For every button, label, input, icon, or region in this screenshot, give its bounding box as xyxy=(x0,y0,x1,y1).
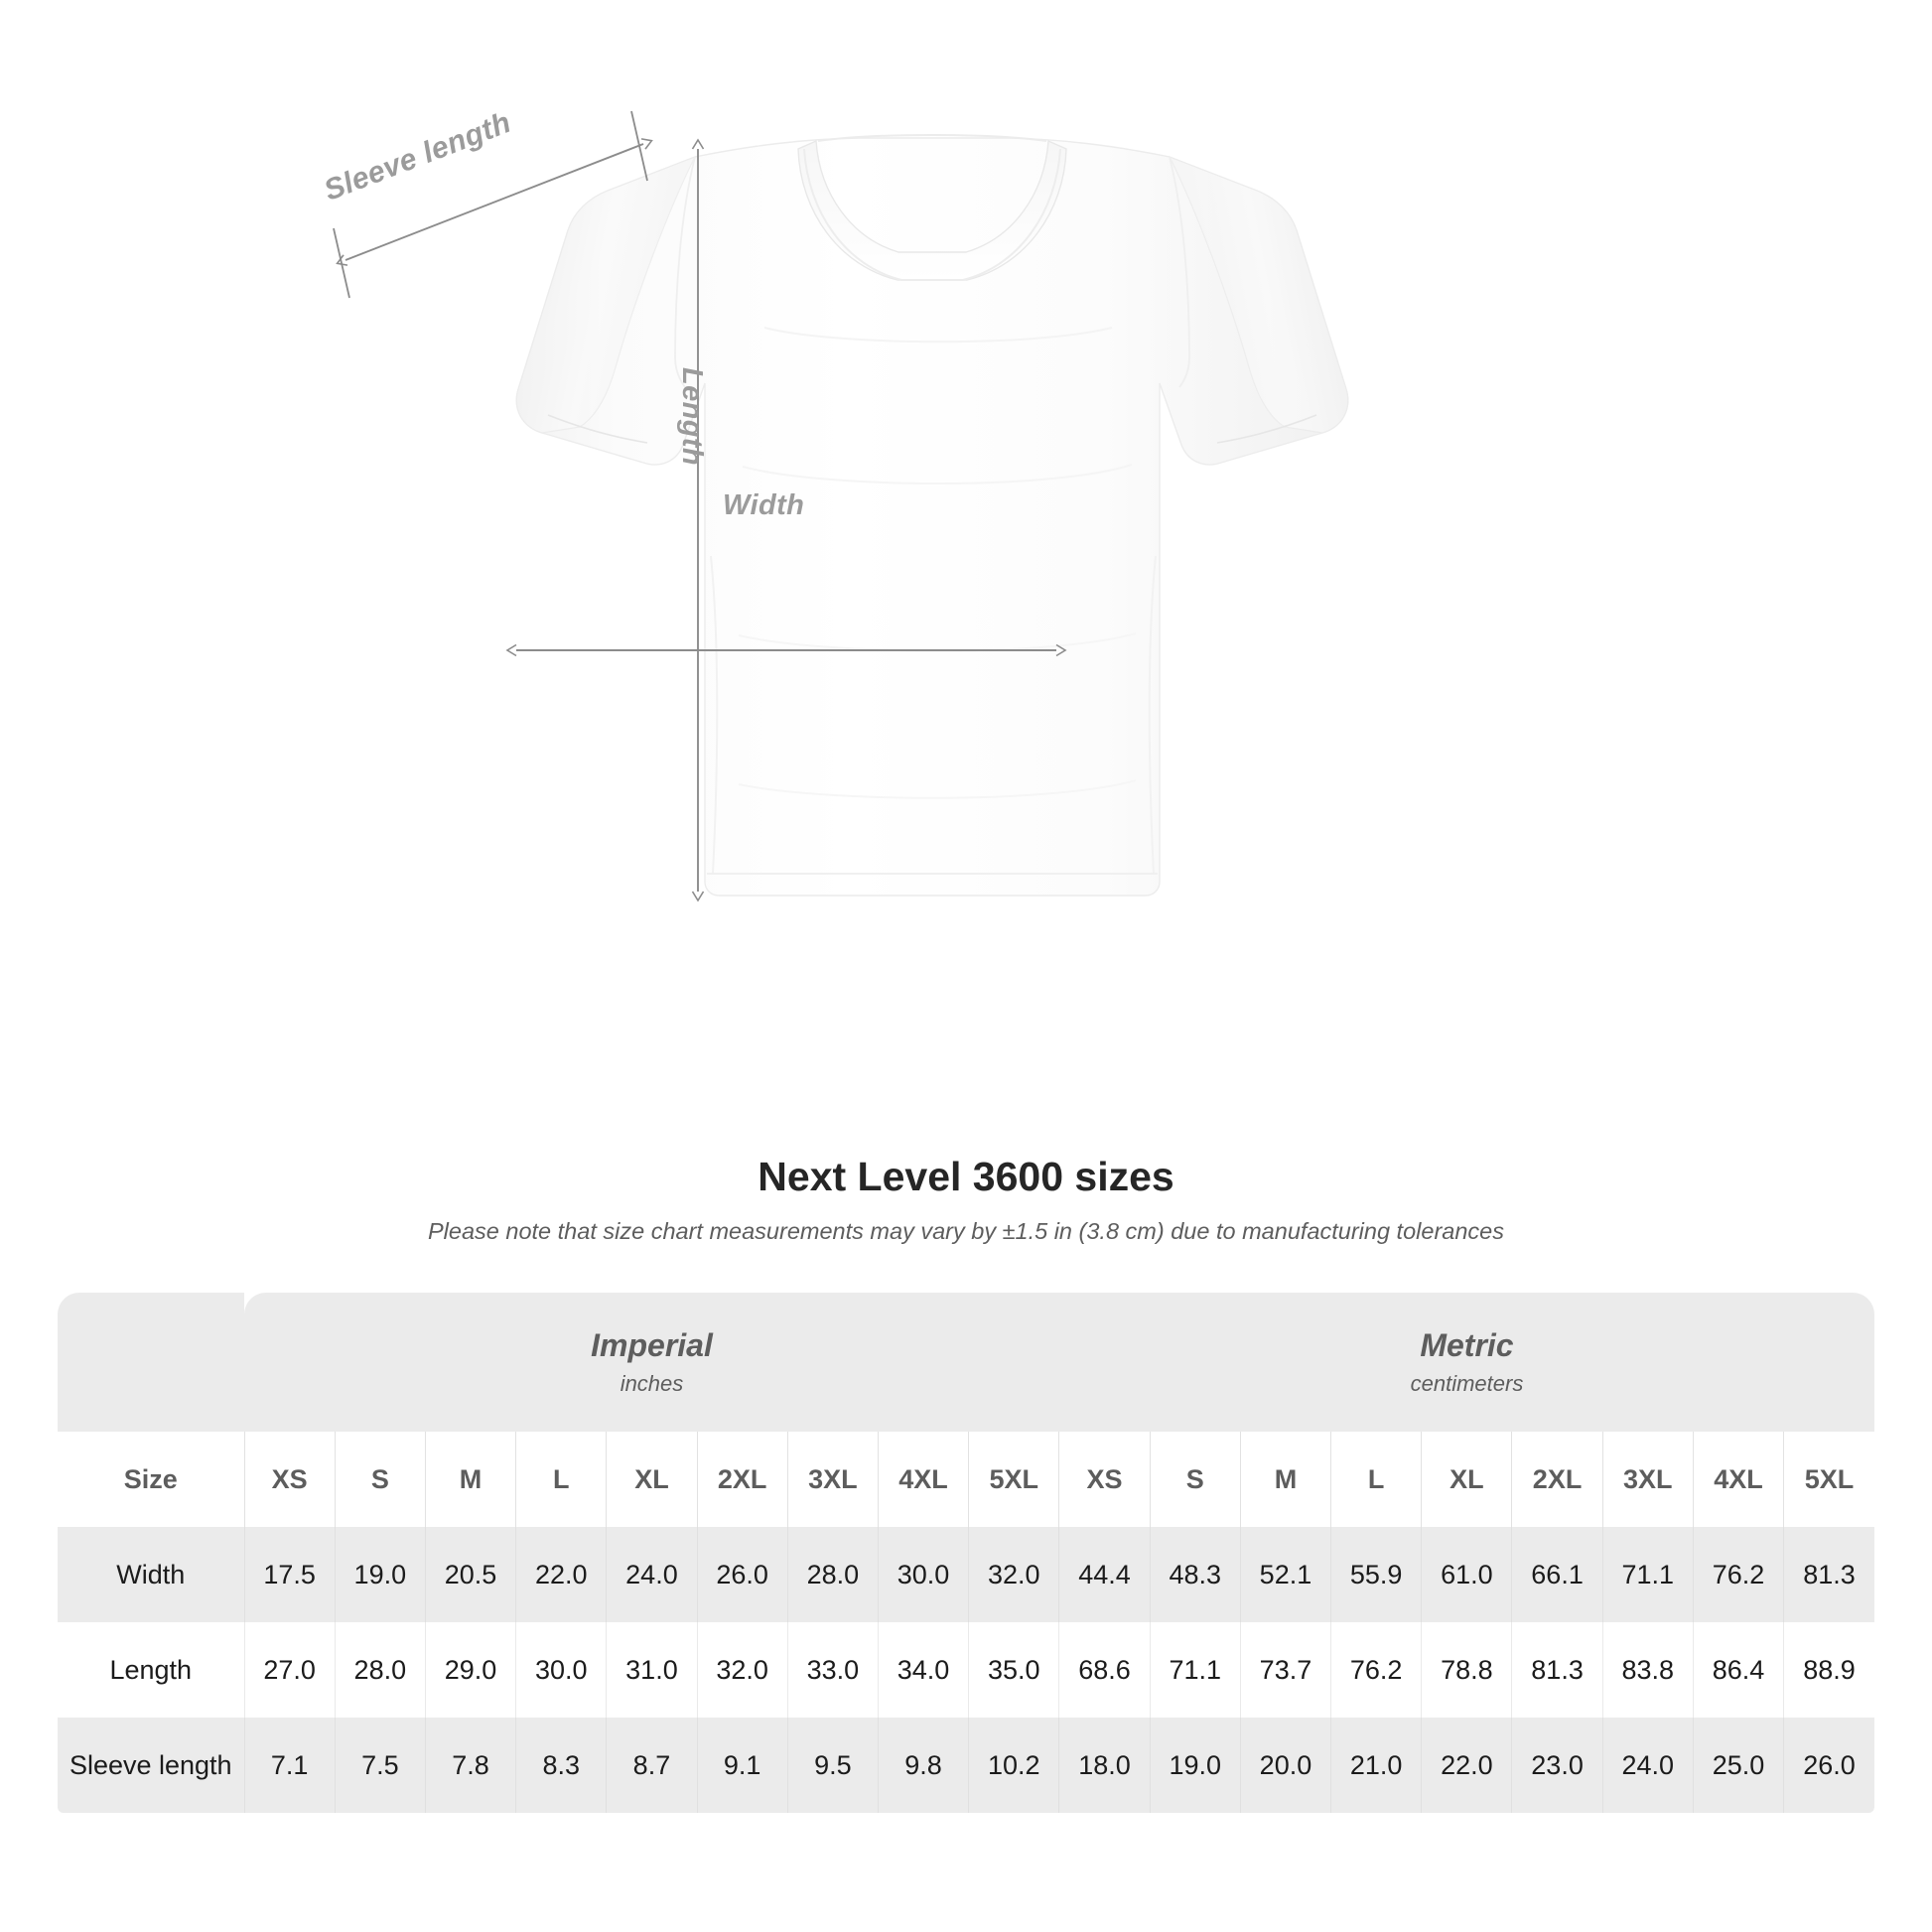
cell-length-imperial-5xl: 35.0 xyxy=(968,1622,1060,1718)
cell-length-imperial-s: 28.0 xyxy=(335,1622,426,1718)
cell-length-imperial-4xl: 34.0 xyxy=(878,1622,970,1718)
row-label-sleeve-length: Sleeve length xyxy=(58,1718,245,1813)
size-header-imperial-xs: XS xyxy=(244,1432,336,1527)
cell-width-metric-5xl: 81.3 xyxy=(1783,1527,1874,1622)
cell-length-metric-m: 73.7 xyxy=(1240,1622,1332,1718)
cell-sleeve-imperial-2xl: 9.1 xyxy=(697,1718,788,1813)
cell-width-metric-s: 48.3 xyxy=(1150,1527,1241,1622)
cell-width-metric-l: 55.9 xyxy=(1330,1527,1423,1622)
table-row: Length 27.0 28.0 29.0 30.0 31.0 32.0 33.… xyxy=(58,1622,1874,1718)
cell-width-imperial-xs: 17.5 xyxy=(244,1527,336,1622)
row-label-width: Width xyxy=(58,1527,245,1622)
cell-length-metric-3xl: 83.8 xyxy=(1602,1622,1694,1718)
size-header-metric-3xl: 3XL xyxy=(1602,1432,1694,1527)
cell-length-imperial-m: 29.0 xyxy=(425,1622,517,1718)
size-header-label: Size xyxy=(58,1432,245,1527)
size-header-metric-4xl: 4XL xyxy=(1693,1432,1785,1527)
unit-group-imperial-sub: inches xyxy=(620,1370,684,1396)
cell-sleeve-metric-5xl: 26.0 xyxy=(1783,1718,1874,1813)
size-header-metric-m: M xyxy=(1240,1432,1332,1527)
page-title: Next Level 3600 sizes xyxy=(758,1154,1174,1199)
cell-length-imperial-xs: 27.0 xyxy=(244,1622,336,1718)
size-header-imperial-l: L xyxy=(515,1432,608,1527)
cell-sleeve-imperial-5xl: 10.2 xyxy=(968,1718,1060,1813)
cell-width-metric-xs: 44.4 xyxy=(1058,1527,1151,1622)
cell-length-imperial-xl: 31.0 xyxy=(606,1622,698,1718)
cell-sleeve-imperial-s: 7.5 xyxy=(335,1718,426,1813)
cell-sleeve-metric-3xl: 24.0 xyxy=(1602,1718,1694,1813)
cell-sleeve-metric-2xl: 23.0 xyxy=(1511,1718,1603,1813)
tolerance-note: Please note that size chart measurements… xyxy=(428,1218,1504,1245)
cell-sleeve-metric-m: 20.0 xyxy=(1240,1718,1332,1813)
unit-banner-row: Imperial inches Metric centimeters xyxy=(58,1293,1874,1432)
cell-width-metric-4xl: 76.2 xyxy=(1693,1527,1785,1622)
cell-width-imperial-m: 20.5 xyxy=(425,1527,517,1622)
title-block: Next Level 3600 sizes Please note that s… xyxy=(0,1152,1932,1247)
cell-width-imperial-2xl: 26.0 xyxy=(697,1527,788,1622)
size-header-metric-5xl: 5XL xyxy=(1783,1432,1874,1527)
cell-sleeve-metric-xs: 18.0 xyxy=(1058,1718,1151,1813)
cell-sleeve-imperial-l: 8.3 xyxy=(515,1718,608,1813)
cell-sleeve-imperial-xl: 8.7 xyxy=(606,1718,698,1813)
unit-group-metric-sub: centimeters xyxy=(1410,1370,1524,1396)
cell-width-imperial-5xl: 32.0 xyxy=(968,1527,1060,1622)
size-header-metric-l: L xyxy=(1330,1432,1423,1527)
cell-length-imperial-2xl: 32.0 xyxy=(697,1622,788,1718)
cell-length-metric-xl: 78.8 xyxy=(1421,1622,1513,1718)
size-header-imperial-m: M xyxy=(425,1432,517,1527)
sleeve-length-dimension xyxy=(333,110,653,299)
size-header-row: Size XS S M L XL 2XL 3XL 4XL 5XL XS S M … xyxy=(58,1432,1874,1527)
cell-length-metric-5xl: 88.9 xyxy=(1783,1622,1874,1718)
cell-width-imperial-l: 22.0 xyxy=(515,1527,608,1622)
shirt-body-shape xyxy=(515,134,1349,897)
row-label-length: Length xyxy=(58,1622,245,1718)
cell-length-metric-l: 76.2 xyxy=(1330,1622,1423,1718)
cell-width-imperial-4xl: 30.0 xyxy=(878,1527,970,1622)
size-header-metric-2xl: 2XL xyxy=(1511,1432,1603,1527)
size-header-metric-s: S xyxy=(1150,1432,1241,1527)
cell-sleeve-imperial-4xl: 9.8 xyxy=(878,1718,970,1813)
cell-length-metric-xs: 68.6 xyxy=(1058,1622,1151,1718)
cell-length-metric-2xl: 81.3 xyxy=(1511,1622,1603,1718)
cell-sleeve-imperial-m: 7.8 xyxy=(425,1718,517,1813)
size-chart-table-wrapper: Imperial inches Metric centimeters Size … xyxy=(58,1293,1874,1813)
cell-length-metric-4xl: 86.4 xyxy=(1693,1622,1785,1718)
size-header-imperial-s: S xyxy=(335,1432,426,1527)
unit-group-imperial-name: Imperial xyxy=(591,1327,713,1364)
size-chart-table: Imperial inches Metric centimeters Size … xyxy=(58,1293,1874,1813)
size-header-metric-xs: XS xyxy=(1058,1432,1151,1527)
cell-width-imperial-xl: 24.0 xyxy=(606,1527,698,1622)
cell-sleeve-metric-xl: 22.0 xyxy=(1421,1718,1513,1813)
cell-sleeve-metric-l: 21.0 xyxy=(1330,1718,1423,1813)
cell-sleeve-imperial-xs: 7.1 xyxy=(244,1718,336,1813)
unit-group-imperial: Imperial inches xyxy=(244,1293,1059,1432)
cell-width-metric-2xl: 66.1 xyxy=(1511,1527,1603,1622)
width-label: Width xyxy=(723,489,805,521)
size-header-imperial-2xl: 2XL xyxy=(697,1432,788,1527)
cell-width-imperial-s: 19.0 xyxy=(335,1527,426,1622)
size-header-metric-xl: XL xyxy=(1421,1432,1513,1527)
unit-group-metric-name: Metric xyxy=(1420,1327,1514,1364)
size-header-imperial-xl: XL xyxy=(606,1432,698,1527)
table-row: Sleeve length 7.1 7.5 7.8 8.3 8.7 9.1 9.… xyxy=(58,1718,1874,1813)
unit-group-metric: Metric centimeters xyxy=(1058,1293,1874,1432)
unit-banner-spacer xyxy=(58,1293,245,1432)
tshirt-drawing xyxy=(333,110,1349,902)
size-header-imperial-4xl: 4XL xyxy=(878,1432,970,1527)
tshirt-illustration: Sleeve length Length Width xyxy=(320,106,1349,902)
cell-sleeve-metric-s: 19.0 xyxy=(1150,1718,1241,1813)
size-header-imperial-3xl: 3XL xyxy=(787,1432,879,1527)
table-row: Width 17.5 19.0 20.5 22.0 24.0 26.0 28.0… xyxy=(58,1527,1874,1622)
cell-length-metric-s: 71.1 xyxy=(1150,1622,1241,1718)
cell-sleeve-metric-4xl: 25.0 xyxy=(1693,1718,1785,1813)
cell-length-imperial-3xl: 33.0 xyxy=(787,1622,879,1718)
cell-length-imperial-l: 30.0 xyxy=(515,1622,608,1718)
cell-width-imperial-3xl: 28.0 xyxy=(787,1527,879,1622)
cell-width-metric-m: 52.1 xyxy=(1240,1527,1332,1622)
cell-width-metric-xl: 61.0 xyxy=(1421,1527,1513,1622)
cell-width-metric-3xl: 71.1 xyxy=(1602,1527,1694,1622)
cell-sleeve-imperial-3xl: 9.5 xyxy=(787,1718,879,1813)
size-header-imperial-5xl: 5XL xyxy=(968,1432,1060,1527)
length-label: Length xyxy=(676,367,708,467)
